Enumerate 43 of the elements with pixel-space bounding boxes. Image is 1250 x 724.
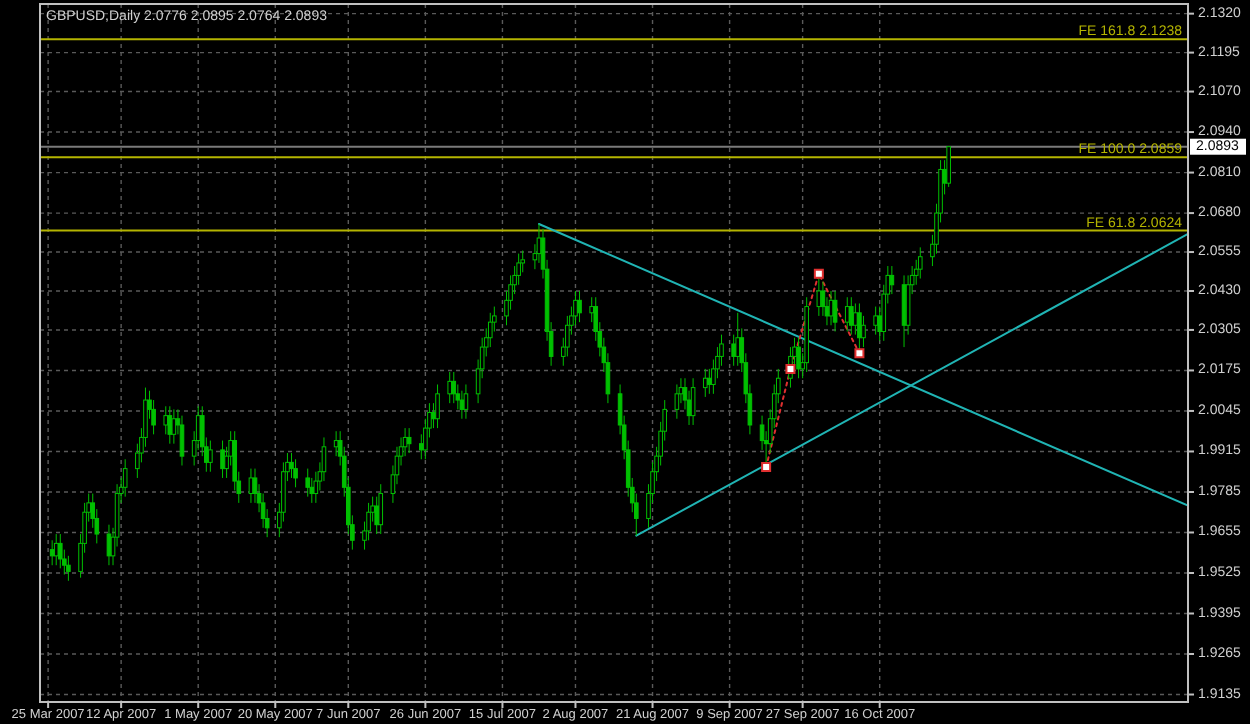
candlestick xyxy=(402,427,408,457)
candlestick xyxy=(248,468,254,504)
candlestick xyxy=(208,440,213,473)
point xyxy=(761,462,772,473)
candlestick xyxy=(487,312,493,348)
candlestick xyxy=(49,539,55,566)
candlestick xyxy=(220,440,225,479)
candlestick xyxy=(289,452,294,479)
candlestick xyxy=(917,246,923,280)
candlestick xyxy=(889,265,895,295)
candlestick xyxy=(122,458,128,498)
candlestick xyxy=(702,368,708,398)
candlestick xyxy=(179,415,185,466)
candlestick xyxy=(459,390,465,420)
candlestick xyxy=(66,555,71,582)
candlestick xyxy=(106,524,112,566)
candlestick xyxy=(946,145,951,188)
candlestick xyxy=(293,458,298,488)
candlestick xyxy=(57,533,63,569)
candlestick xyxy=(305,468,311,498)
candlestick xyxy=(463,383,469,420)
point xyxy=(813,268,824,279)
candlestick xyxy=(820,281,826,317)
candlestick xyxy=(53,533,59,566)
candlestick xyxy=(171,408,177,445)
candlestick xyxy=(451,371,457,404)
candlestick xyxy=(674,383,680,420)
candlestick xyxy=(844,296,850,332)
candlestick xyxy=(832,290,838,332)
candlestick xyxy=(378,483,384,535)
point xyxy=(854,348,865,359)
candlestick xyxy=(516,253,521,286)
candlestick xyxy=(252,468,258,504)
candlestick xyxy=(151,399,156,435)
candlestick xyxy=(849,296,854,336)
candlestick xyxy=(873,306,878,336)
candlestick xyxy=(828,290,834,326)
candlestick xyxy=(406,427,412,454)
candlestick xyxy=(577,290,582,323)
candlestick xyxy=(167,405,173,445)
candlestick xyxy=(690,377,696,426)
point xyxy=(785,363,796,374)
candlestick xyxy=(435,383,440,429)
